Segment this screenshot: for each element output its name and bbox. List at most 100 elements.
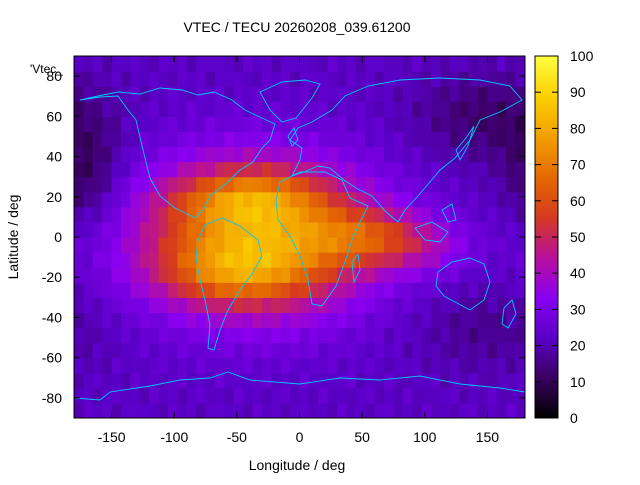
heatmap-cell xyxy=(252,357,263,374)
heatmap-cell xyxy=(243,56,254,72)
heatmap-cell xyxy=(290,176,301,193)
heatmap-cell xyxy=(92,282,103,298)
heatmap-cell xyxy=(459,56,470,72)
heatmap-cell xyxy=(149,357,160,374)
heatmap-cell xyxy=(233,252,244,268)
heatmap-cell xyxy=(346,252,357,268)
heatmap-cell xyxy=(243,191,254,208)
heatmap-cell xyxy=(478,267,489,283)
heatmap-cell xyxy=(261,101,272,117)
x-axis-ticks: -150 -100 -50 0 50 100 150 xyxy=(98,56,499,445)
heatmap-cell xyxy=(111,161,122,178)
heatmap-cell xyxy=(111,372,122,389)
heatmap-cell xyxy=(130,312,141,329)
heatmap-cell xyxy=(233,327,244,344)
heatmap-cell xyxy=(214,297,225,314)
heatmap-cell xyxy=(139,282,150,298)
heatmap-cell xyxy=(196,252,207,268)
heatmap-cell xyxy=(233,71,244,87)
heatmap-cell xyxy=(271,176,282,193)
heatmap-cell xyxy=(102,387,113,404)
heatmap-cell xyxy=(299,206,310,223)
heatmap-cell xyxy=(506,372,517,389)
y-tick-label: 0 xyxy=(54,229,62,245)
heatmap-cell xyxy=(346,206,357,223)
heatmap-cell xyxy=(355,86,366,102)
heatmap-cell xyxy=(271,267,282,283)
heatmap-cell xyxy=(149,342,160,359)
heatmap-cell xyxy=(440,206,451,223)
heatmap-cell xyxy=(233,297,244,314)
heatmap-cell xyxy=(224,101,235,117)
heatmap-cell xyxy=(478,387,489,404)
heatmap-cell xyxy=(280,131,291,148)
heatmap-cell xyxy=(261,191,272,208)
heatmap-cell xyxy=(506,56,517,72)
heatmap-cell xyxy=(308,116,319,133)
heatmap-cell xyxy=(167,206,178,223)
heatmap-cell xyxy=(412,342,423,359)
heatmap-cell xyxy=(318,101,329,117)
heatmap-cell xyxy=(102,131,113,148)
heatmap-cell xyxy=(365,282,376,298)
heatmap-cell xyxy=(384,86,395,102)
heatmap-cell xyxy=(506,342,517,359)
heatmap-cell xyxy=(515,267,525,283)
y-tick-label: -40 xyxy=(42,309,62,325)
heatmap-cell xyxy=(196,312,207,329)
heatmap-cell xyxy=(167,372,178,389)
heatmap-cell xyxy=(355,402,366,418)
heatmap-cell xyxy=(459,267,470,283)
heatmap-cell xyxy=(205,56,216,72)
heatmap-cell xyxy=(506,161,517,178)
heatmap-cell xyxy=(167,71,178,87)
heatmap-cell xyxy=(243,221,254,238)
heatmap-cell xyxy=(431,101,442,117)
heatmap-cell xyxy=(337,206,348,223)
heatmap-cell xyxy=(496,56,507,72)
heatmap-cell xyxy=(167,252,178,268)
heatmap-cell xyxy=(412,56,423,72)
heatmap-cell xyxy=(224,267,235,283)
heatmap-cell xyxy=(158,161,169,178)
heatmap-cell xyxy=(186,131,197,148)
heatmap-cell xyxy=(402,357,413,374)
heatmap-cell xyxy=(111,297,122,314)
heatmap-cell xyxy=(421,176,432,193)
heatmap-cell xyxy=(205,357,216,374)
heatmap-cell xyxy=(139,372,150,389)
heatmap-cell xyxy=(468,71,479,87)
heatmap-cell xyxy=(74,221,84,238)
heatmap-cell xyxy=(261,176,272,193)
heatmap-cell xyxy=(496,146,507,163)
heatmap-cell xyxy=(421,206,432,223)
heatmap-cell xyxy=(468,221,479,238)
heatmap-cell xyxy=(459,146,470,163)
coastline-overlay xyxy=(74,77,525,401)
heatmap-cell xyxy=(468,327,479,344)
heatmap-cell xyxy=(337,297,348,314)
heatmap-cell xyxy=(337,221,348,238)
x-tick-label: -100 xyxy=(160,429,188,445)
heatmap-cell xyxy=(431,221,442,238)
heatmap-cell xyxy=(506,191,517,208)
heatmap-cell xyxy=(92,56,103,72)
heatmap-cell xyxy=(337,176,348,193)
heatmap-cell xyxy=(92,267,103,283)
heatmap-cell xyxy=(318,327,329,344)
heatmap-cell xyxy=(440,221,451,238)
heatmap-cell xyxy=(205,252,216,268)
heatmap-cell xyxy=(120,237,131,253)
heatmap-cell xyxy=(158,372,169,389)
heatmap-cell xyxy=(374,267,385,283)
heatmap-cell xyxy=(120,372,131,389)
heatmap-cell xyxy=(280,161,291,178)
heatmap-cell xyxy=(412,176,423,193)
heatmap-cell xyxy=(261,206,272,223)
heatmap-cell xyxy=(431,327,442,344)
heatmap-cell xyxy=(393,206,404,223)
heatmap-cell xyxy=(280,252,291,268)
heatmap-cell xyxy=(468,191,479,208)
heatmap-cell xyxy=(196,221,207,238)
heatmap-cell xyxy=(196,131,207,148)
